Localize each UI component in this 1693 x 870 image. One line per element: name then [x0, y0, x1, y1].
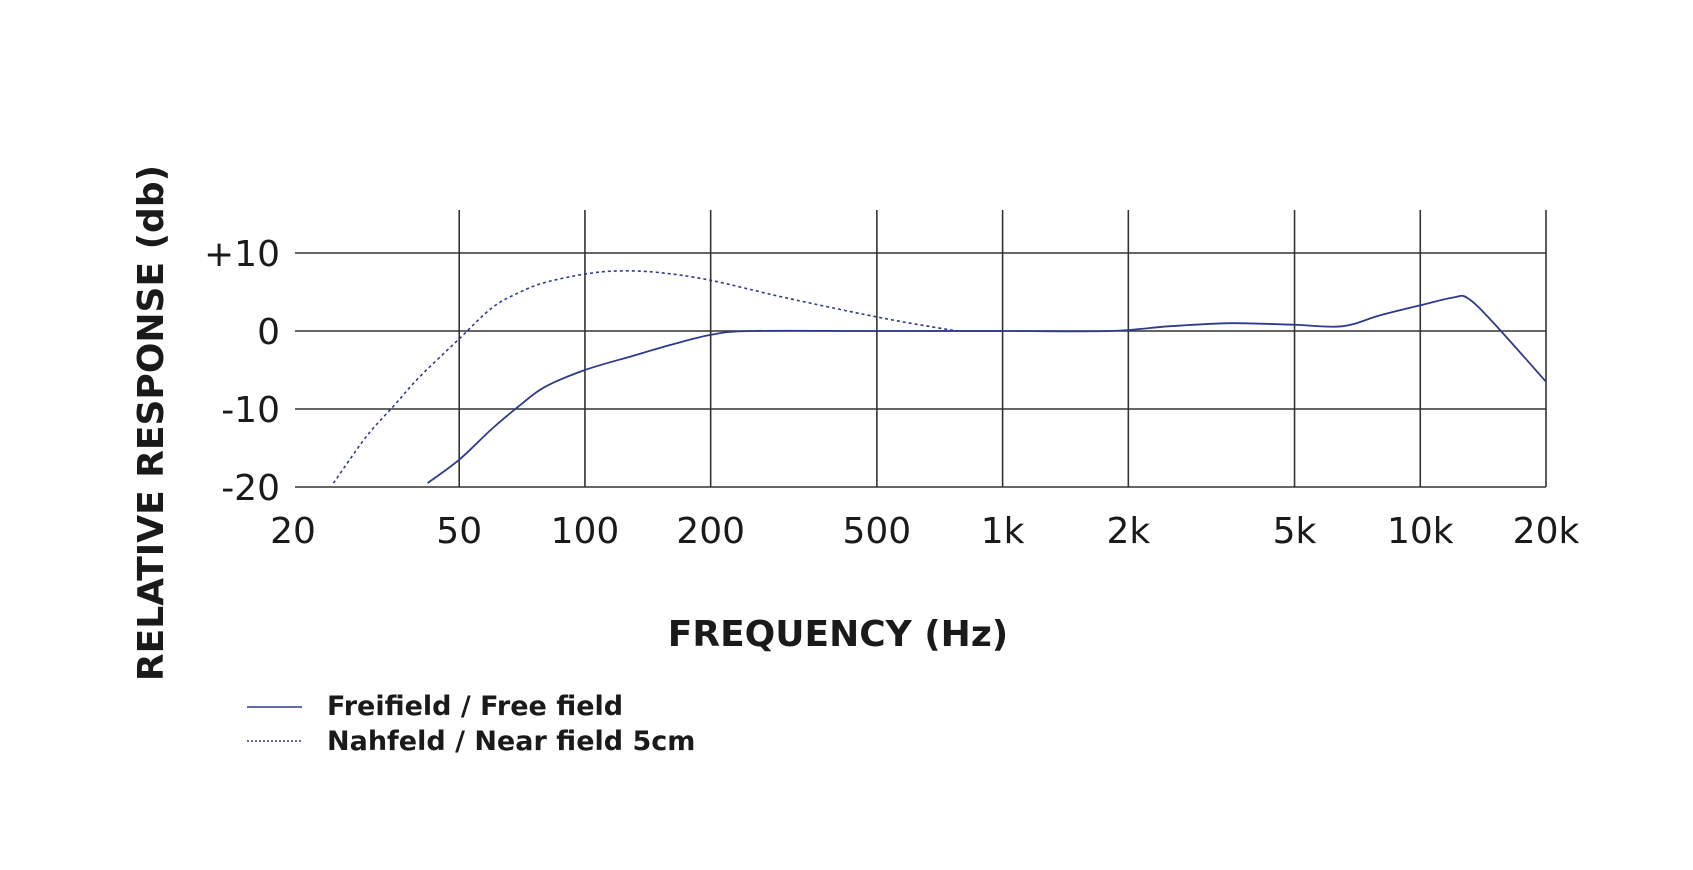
series-line-nahfeld-near-field-5cm [332, 270, 1003, 484]
legend-label-free-field: Freifield / Free field [327, 691, 623, 722]
x-tick-2k: 2k [1106, 511, 1150, 552]
x-tick-5k: 5k [1273, 511, 1317, 552]
y-tick-labels: +10 0 -10 -20 [204, 234, 280, 509]
x-tick-labels: 20 50 100 200 500 1k 2k 5k 10k 20k [270, 511, 1579, 552]
series-lines [332, 270, 1547, 484]
y-tick--20: -20 [221, 468, 280, 509]
y-tick-0: 0 [257, 312, 280, 353]
grid [295, 210, 1547, 488]
x-tick-20k: 20k [1513, 511, 1580, 552]
x-tick-500: 500 [843, 511, 912, 552]
legend: Freifield / Free field Nahfeld / Near fi… [247, 691, 695, 757]
x-axis-title: FREQUENCY (Hz) [668, 614, 1008, 655]
x-tick-50: 50 [436, 511, 482, 552]
x-tick-10k: 10k [1387, 511, 1454, 552]
legend-label-near-field: Nahfeld / Near field 5cm [327, 726, 695, 757]
x-tick-1k: 1k [981, 511, 1025, 552]
y-axis-title: RELATIVE RESPONSE (db) [131, 165, 172, 681]
y-tick--10: -10 [221, 390, 280, 431]
y-tick--10: +10 [204, 234, 280, 275]
x-tick-100: 100 [551, 511, 620, 552]
series-line-freifield-free-field [427, 294, 1547, 484]
x-tick-200: 200 [676, 511, 745, 552]
x-tick-20: 20 [270, 511, 316, 552]
